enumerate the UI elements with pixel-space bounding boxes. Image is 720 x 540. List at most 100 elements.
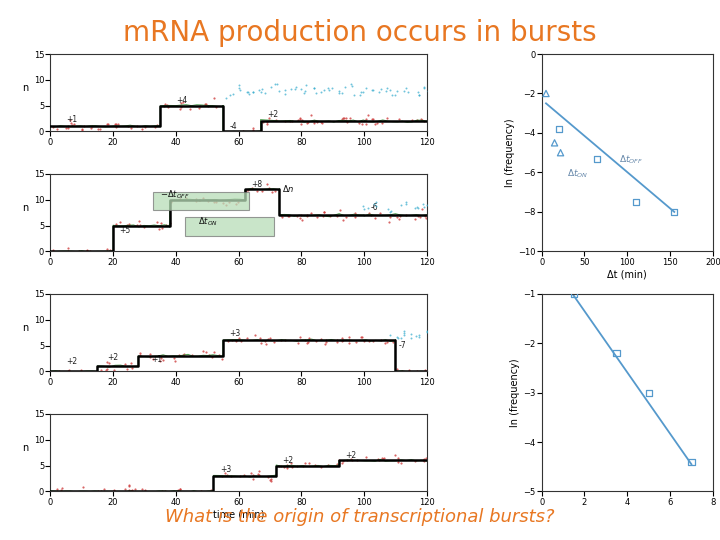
Point <box>410 214 421 223</box>
Point <box>102 358 113 367</box>
Point <box>312 213 323 221</box>
Point <box>275 462 287 470</box>
Point <box>77 483 89 491</box>
Point <box>194 195 205 204</box>
Point <box>413 331 425 340</box>
Point <box>256 187 268 195</box>
Point <box>202 197 214 205</box>
Point <box>375 336 387 345</box>
Point <box>279 463 290 471</box>
Point <box>370 201 382 210</box>
Point <box>153 225 165 233</box>
Point <box>200 348 212 356</box>
Point <box>390 450 401 459</box>
Point <box>315 463 326 471</box>
Point <box>66 373 78 381</box>
Point <box>345 80 356 89</box>
Point <box>172 485 184 494</box>
Point <box>177 350 189 359</box>
Point <box>102 364 113 373</box>
Point <box>77 125 89 134</box>
Point <box>392 333 403 342</box>
Point <box>96 366 107 374</box>
Point <box>350 337 361 346</box>
Point <box>216 355 228 363</box>
Point <box>67 247 78 256</box>
FancyBboxPatch shape <box>153 192 248 210</box>
Point <box>68 119 79 128</box>
Point <box>336 459 347 468</box>
Point <box>297 462 309 471</box>
Point <box>240 334 252 342</box>
Point <box>305 209 317 218</box>
Point <box>101 247 112 256</box>
Point <box>62 244 73 252</box>
Point <box>274 87 285 96</box>
X-axis label: time (min): time (min) <box>213 509 264 519</box>
Point <box>232 198 243 206</box>
FancyBboxPatch shape <box>184 217 274 236</box>
Point <box>374 209 386 218</box>
Point <box>398 87 410 96</box>
Point <box>109 120 121 129</box>
Point <box>370 198 382 206</box>
Point <box>51 484 63 493</box>
Point <box>279 90 291 98</box>
Point <box>76 126 88 134</box>
Point <box>180 194 192 202</box>
Text: +5: +5 <box>120 226 130 235</box>
Point <box>301 119 312 127</box>
Point <box>395 459 407 468</box>
Point <box>185 488 197 497</box>
Point <box>241 87 253 96</box>
Point <box>253 85 265 94</box>
Point <box>281 461 292 469</box>
Point <box>392 333 404 342</box>
Point <box>122 122 134 131</box>
Point <box>73 247 85 256</box>
Point <box>387 338 399 347</box>
Text: $\Delta t_{ON}$: $\Delta t_{ON}$ <box>198 215 217 228</box>
Point <box>65 488 76 497</box>
Point <box>253 471 265 480</box>
Point <box>669 207 680 216</box>
Point <box>135 350 146 359</box>
Point <box>92 487 104 495</box>
Point <box>186 350 197 359</box>
Point <box>373 456 384 464</box>
Point <box>55 486 67 495</box>
Point <box>84 489 96 498</box>
Point <box>217 199 228 207</box>
Point <box>134 348 145 357</box>
Point <box>169 356 181 365</box>
Point <box>292 116 304 124</box>
Point <box>110 120 122 129</box>
Point <box>285 458 297 467</box>
Point <box>73 252 85 260</box>
Point <box>390 91 401 99</box>
Point <box>159 99 171 108</box>
Point <box>126 486 138 495</box>
Point <box>405 330 417 339</box>
Point <box>360 115 372 124</box>
Text: mRNA production occurs in bursts: mRNA production occurs in bursts <box>123 19 597 47</box>
Point <box>175 484 186 493</box>
Point <box>263 184 274 192</box>
Point <box>555 148 567 157</box>
Point <box>393 215 405 224</box>
Point <box>379 339 390 348</box>
Point <box>264 114 275 123</box>
Text: +2: +2 <box>345 451 356 460</box>
Point <box>378 455 390 464</box>
Point <box>197 347 209 355</box>
Point <box>553 125 564 133</box>
Point <box>354 91 366 100</box>
Point <box>685 457 697 466</box>
Point <box>261 180 272 188</box>
Point <box>211 198 222 206</box>
Point <box>343 333 355 341</box>
Text: +2: +2 <box>282 456 294 465</box>
Point <box>279 86 291 94</box>
Point <box>174 485 186 494</box>
Point <box>145 490 157 498</box>
